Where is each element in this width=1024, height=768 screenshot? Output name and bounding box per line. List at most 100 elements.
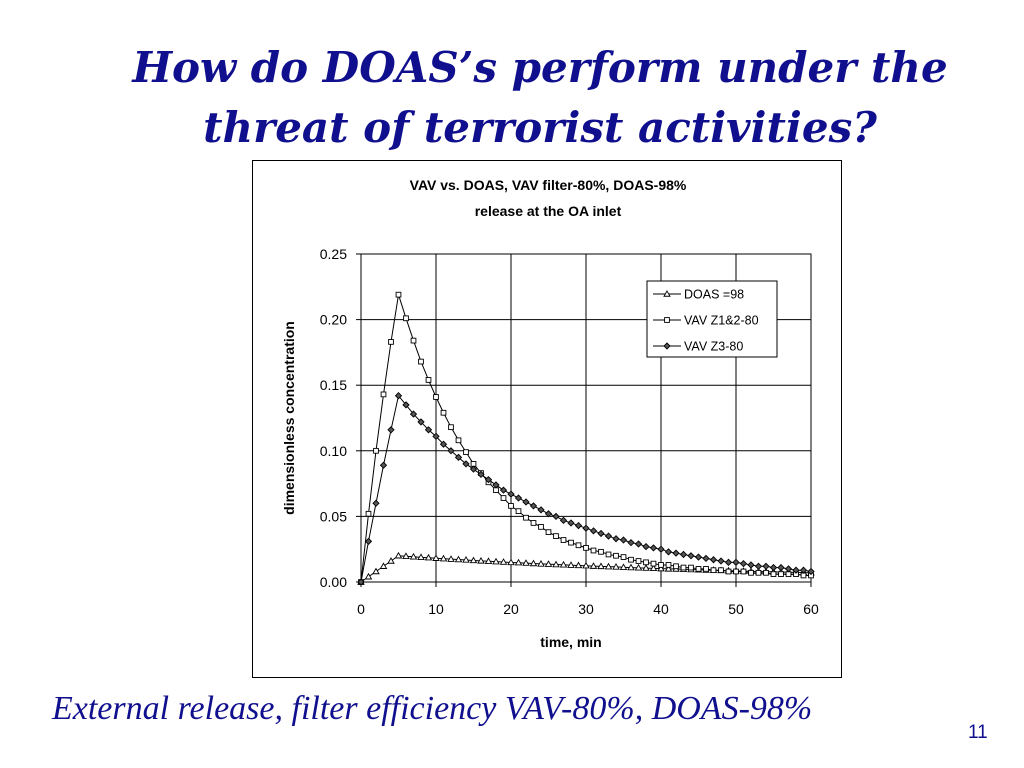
triangle-marker xyxy=(537,559,545,567)
diamond-marker xyxy=(537,506,545,514)
chart-title-line-1: VAV vs. DOAS, VAV filter-80%, DOAS-98% xyxy=(410,177,687,193)
triangle-marker xyxy=(477,556,485,564)
square-marker xyxy=(500,495,507,501)
y-tick-label: 0.00 xyxy=(320,574,347,590)
x-tick-label: 50 xyxy=(728,601,744,617)
x-tick-label: 30 xyxy=(578,601,594,617)
square-marker xyxy=(673,563,679,570)
triangle-marker xyxy=(394,551,403,559)
legend: DOAS =98 VAV Z1&2-80 VAV Z3-80 xyxy=(646,280,778,358)
square-marker xyxy=(380,391,387,398)
legend-label: VAV Z3-80 xyxy=(684,340,743,354)
square-marker xyxy=(425,377,432,383)
triangle-marker xyxy=(379,562,388,569)
square-marker xyxy=(680,564,687,571)
diamond-marker xyxy=(492,481,500,489)
square-marker xyxy=(725,568,732,575)
diamond-marker xyxy=(357,578,365,586)
triangle-marker xyxy=(649,564,658,572)
chart-title-line-2: release at the OA inlet xyxy=(475,203,622,219)
square-marker xyxy=(418,358,424,365)
diamond-marker xyxy=(409,410,418,418)
diamond-marker xyxy=(589,527,598,535)
diamond-marker xyxy=(597,529,605,538)
square-marker xyxy=(538,524,544,530)
square-marker xyxy=(635,558,642,564)
diamond-marker xyxy=(694,553,703,561)
diamond-marker xyxy=(394,392,403,400)
diamond-marker xyxy=(499,486,508,494)
diamond-marker xyxy=(679,550,688,559)
triangle-marker xyxy=(567,561,575,568)
diamond-marker xyxy=(574,521,583,530)
triangle-marker xyxy=(372,567,380,575)
triangle-marker xyxy=(499,558,508,565)
line-chart: VAV vs. DOAS, VAV filter-80%, DOAS-98% r… xyxy=(281,177,819,650)
axes: 0 10 20 30 40 50 60 0.00 0.05 0.10 0.15 0.20 0.25 xyxy=(320,246,819,617)
square-marker xyxy=(568,539,574,546)
diamond-marker xyxy=(649,544,658,552)
square-marker xyxy=(553,533,559,539)
diamond-marker xyxy=(724,558,733,566)
diamond-marker xyxy=(702,554,710,563)
triangle-marker xyxy=(484,557,493,564)
triangle-marker xyxy=(432,554,440,561)
square-marker xyxy=(515,508,522,515)
y-tick-label: 0.25 xyxy=(320,246,347,262)
triangle-marker xyxy=(447,555,455,562)
triangle-marker xyxy=(559,560,568,568)
triangle-marker xyxy=(634,563,643,571)
diamond-marker xyxy=(739,559,748,568)
series-vav-z3-80 xyxy=(357,392,815,586)
diamond-marker xyxy=(762,562,770,570)
diamond-marker xyxy=(372,499,380,507)
diamond-marker xyxy=(462,460,470,468)
square-marker xyxy=(740,568,747,575)
square-marker xyxy=(650,560,657,567)
slide-title: How do DOAS’s perform under the threat o… xyxy=(80,38,1000,158)
series-layer xyxy=(357,291,815,586)
square-marker xyxy=(778,571,784,577)
x-tick-label: 40 xyxy=(653,601,669,617)
triangle-marker xyxy=(364,572,373,580)
square-marker xyxy=(545,529,552,535)
triangle-marker xyxy=(604,562,613,570)
triangle-marker xyxy=(439,554,448,562)
triangle-marker xyxy=(462,556,470,563)
diamond-marker xyxy=(769,563,778,572)
diamond-marker xyxy=(717,557,725,565)
diamond-marker xyxy=(552,512,560,521)
x-tick-label: 60 xyxy=(803,601,819,617)
slide-title-line-2: threat of terrorist activities? xyxy=(203,103,877,152)
square-marker xyxy=(710,567,717,574)
diamond-marker xyxy=(417,418,425,426)
diamond-marker xyxy=(619,536,628,544)
diamond-marker xyxy=(664,548,673,556)
square-marker xyxy=(583,545,589,551)
diamond-marker xyxy=(379,461,388,469)
diamond-marker xyxy=(439,440,448,448)
diamond-marker xyxy=(627,539,635,547)
square-marker xyxy=(733,568,739,575)
x-tick-label: 20 xyxy=(503,601,519,617)
triangle-marker xyxy=(469,556,478,564)
diamond-marker xyxy=(447,447,455,455)
square-marker xyxy=(695,566,702,572)
triangle-marker xyxy=(424,553,433,561)
diamond-marker xyxy=(754,562,763,570)
chart-frame: VAV vs. DOAS, VAV filter-80%, DOAS-98% r… xyxy=(252,160,842,678)
triangle-marker xyxy=(612,563,620,570)
square-marker xyxy=(448,424,454,431)
square-marker xyxy=(575,542,582,549)
y-tick-label: 0.05 xyxy=(320,508,347,524)
triangle-marker xyxy=(627,563,635,571)
slide-title-line-1: How do DOAS’s perform under the xyxy=(132,43,948,92)
square-marker xyxy=(703,566,709,572)
square-marker xyxy=(748,569,754,576)
diamond-marker xyxy=(663,342,671,350)
triangle-marker xyxy=(552,560,560,568)
y-tick-label: 0.10 xyxy=(320,443,347,459)
square-marker xyxy=(620,554,627,560)
triangle-marker xyxy=(664,564,673,572)
triangle-marker xyxy=(522,559,530,566)
